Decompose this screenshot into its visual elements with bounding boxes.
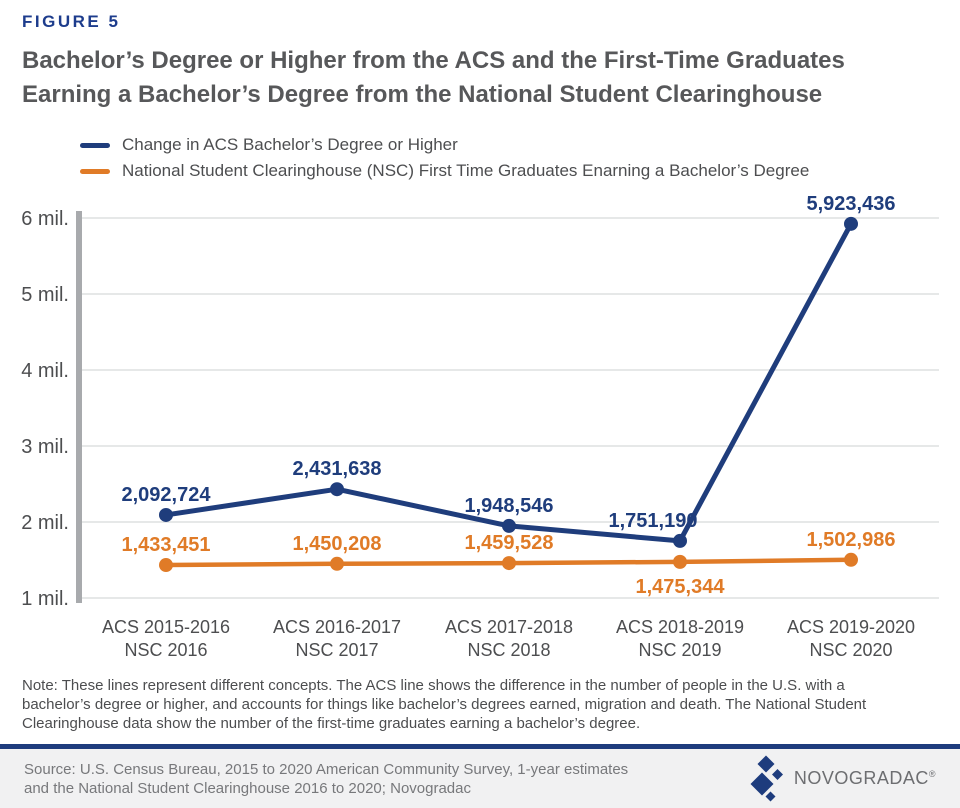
novogradac-wordmark: NOVOGRADAC®: [794, 768, 936, 789]
data-point: [330, 556, 344, 571]
data-point: [330, 482, 344, 497]
line-chart: 6 mil. 5 mil. 4 mil. 3 mil. 2 mil. 1 mil. 2,09…: [0, 193, 960, 670]
legend-label-nsc: National Student Clearinghouse (NSC) Fir…: [122, 161, 810, 180]
y-tick-label: 1 mil.: [21, 588, 69, 610]
x-axis-label: NSC 2016: [124, 640, 207, 660]
data-point: [159, 507, 173, 522]
data-label: 5,923,436: [807, 195, 896, 215]
note-line-2: bachelor’s degree or higher, and account…: [22, 696, 867, 713]
registered-mark: ®: [928, 769, 936, 779]
source-text: Source: U.S. Census Bureau, 2015 to 2020…: [24, 760, 628, 798]
novogradac-wordmark-text: NOVOGRADAC: [793, 768, 929, 788]
data-point: [673, 554, 687, 569]
novogradac-diamonds-icon: [750, 755, 783, 802]
legend-item-acs: Change in ACS Bachelor’s Degree or Highe…: [80, 132, 809, 158]
source-line-2: and the National Student Clearinghouse 2…: [24, 779, 471, 797]
note-text: Note: These lines represent different co…: [22, 676, 866, 733]
footer: Source: U.S. Census Bureau, 2015 to 2020…: [0, 744, 960, 808]
x-axis-label: ACS 2019-2020: [787, 617, 915, 637]
data-point: [502, 556, 516, 571]
page-title: Bachelor’s Degree or Higher from the ACS…: [22, 44, 845, 112]
x-axis-label: NSC 2017: [295, 640, 378, 660]
data-label: 1,459,528: [465, 532, 554, 554]
y-tick-label: 3 mil.: [21, 436, 69, 458]
x-axis-label: ACS 2015-2016: [102, 617, 230, 637]
footer-content: Source: U.S. Census Bureau, 2015 to 2020…: [0, 749, 960, 808]
legend-swatch-acs-icon: [80, 142, 110, 148]
y-tick-label: 5 mil.: [21, 284, 69, 306]
legend-label-acs: Change in ACS Bachelor’s Degree or Highe…: [122, 135, 458, 154]
data-label: 1,475,344: [636, 576, 726, 598]
chart-legend: Change in ACS Bachelor’s Degree or Highe…: [80, 132, 809, 184]
figure-label: FIGURE 5: [22, 12, 121, 31]
title-line-1: Bachelor’s Degree or Higher from the ACS…: [22, 47, 845, 74]
data-label: 1,450,208: [293, 533, 382, 555]
novogradac-logo: NOVOGRADAC®: [749, 755, 936, 802]
note-line-3: Clearinghouse data show the number of th…: [22, 715, 641, 732]
y-tick-label: 6 mil.: [21, 208, 69, 230]
y-tick-label: 2 mil.: [21, 512, 69, 534]
data-point: [159, 558, 173, 573]
x-axis-label: NSC 2019: [638, 640, 721, 660]
data-point: [502, 518, 516, 533]
x-axis-label: ACS 2017-2018: [445, 617, 573, 637]
data-point: [673, 533, 687, 548]
y-tick-label: 4 mil.: [21, 360, 69, 382]
legend-item-nsc: National Student Clearinghouse (NSC) Fir…: [80, 158, 809, 184]
chart-canvas: 6 mil. 5 mil. 4 mil. 3 mil. 2 mil. 1 mil. 2,09…: [21, 193, 939, 660]
data-label: 1,433,451: [122, 534, 211, 556]
data-point: [844, 552, 858, 567]
data-label: 1,751,190: [609, 510, 698, 532]
series-line: [163, 221, 854, 544]
source-line-1: Source: U.S. Census Bureau, 2015 to 2020…: [24, 760, 629, 778]
legend-swatch-nsc-icon: [80, 168, 110, 174]
data-label: 2,092,724: [122, 484, 212, 506]
title-line-2: Earning a Bachelor’s Degree from the Nat…: [22, 81, 823, 108]
note-line-1: Note: These lines represent different co…: [22, 677, 845, 694]
x-axis-label: NSC 2018: [467, 640, 550, 660]
data-label: 1,502,986: [807, 529, 896, 551]
footer-accent-bar: [0, 744, 960, 749]
x-axis-label: NSC 2020: [809, 640, 892, 660]
x-axis-label: ACS 2018-2019: [616, 617, 744, 637]
data-label: 1,948,546: [465, 495, 554, 517]
data-point: [844, 216, 858, 231]
y-axis-bar: [76, 211, 82, 603]
x-axis-label: ACS 2016-2017: [273, 617, 401, 637]
data-label: 2,431,638: [293, 458, 382, 480]
